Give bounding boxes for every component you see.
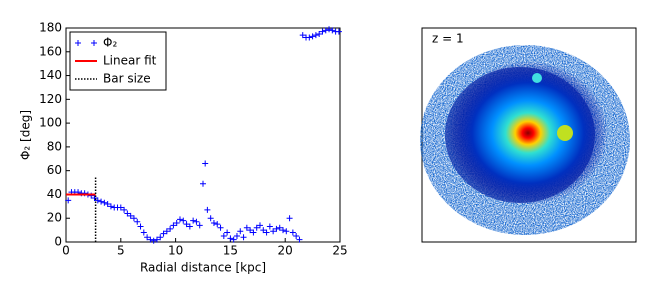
point — [273, 225, 280, 232]
point — [227, 235, 234, 242]
point — [319, 28, 326, 35]
point — [306, 34, 313, 41]
point — [299, 32, 306, 39]
point — [280, 227, 287, 234]
point — [157, 234, 164, 241]
point — [121, 206, 128, 213]
point — [309, 33, 316, 40]
point — [200, 180, 206, 187]
y-tick-label: 20 — [47, 211, 62, 225]
point — [243, 224, 250, 231]
point — [190, 217, 197, 224]
point — [134, 218, 141, 225]
y-tick-label: 120 — [39, 92, 62, 106]
point — [289, 229, 296, 236]
legend-label: Linear fit — [103, 54, 157, 68]
point — [65, 197, 72, 204]
legend-marker — [75, 40, 97, 46]
point — [94, 197, 101, 204]
point — [286, 215, 293, 222]
point — [329, 27, 336, 34]
point — [207, 215, 214, 222]
point — [98, 198, 105, 205]
point — [104, 200, 111, 207]
point — [167, 225, 174, 232]
point — [183, 221, 190, 228]
point — [137, 223, 144, 230]
point — [256, 222, 263, 229]
point — [101, 199, 108, 206]
point — [147, 236, 154, 243]
point — [263, 229, 270, 236]
point — [224, 229, 231, 236]
y-tick-label: 160 — [39, 44, 62, 58]
point — [270, 228, 277, 235]
legend-label: Bar size — [103, 72, 151, 86]
point — [180, 217, 187, 224]
point — [283, 228, 290, 235]
point — [233, 233, 240, 240]
point — [316, 30, 323, 37]
y-tick-label: 40 — [47, 187, 62, 201]
point — [217, 224, 224, 231]
density-image: z = 1 — [420, 27, 637, 243]
point — [173, 219, 180, 226]
point — [296, 236, 303, 243]
y-tick-label: 180 — [39, 21, 62, 35]
point — [160, 230, 167, 237]
point — [293, 233, 300, 240]
point — [210, 219, 217, 226]
point — [247, 227, 254, 234]
point — [193, 218, 200, 225]
point — [322, 27, 329, 34]
point — [276, 224, 283, 231]
point — [312, 32, 319, 39]
point — [253, 224, 260, 231]
point — [140, 229, 147, 236]
point — [117, 204, 124, 211]
point — [250, 229, 257, 236]
point — [196, 222, 203, 229]
point — [220, 233, 227, 240]
point — [150, 237, 157, 244]
y-tick-label: 60 — [47, 163, 62, 177]
y-tick-label: 0 — [54, 235, 62, 249]
x-tick-label: 25 — [332, 244, 347, 258]
x-tick-label: 5 — [117, 244, 125, 258]
point — [170, 222, 177, 229]
point — [260, 227, 267, 234]
point — [91, 195, 98, 202]
x-tick-label: 15 — [223, 244, 238, 258]
legend-label: Φ₂ — [103, 36, 117, 50]
image-label: z = 1 — [432, 32, 464, 46]
point — [214, 221, 221, 228]
y-axis-label: Φ₂ [deg] — [19, 110, 33, 160]
point — [240, 234, 247, 241]
x-tick-label: 0 — [62, 244, 70, 258]
point — [127, 212, 134, 219]
axes-frame — [65, 27, 341, 243]
point — [266, 223, 273, 230]
x-axis-label: Radial distance [kpc] — [140, 261, 266, 275]
point — [130, 215, 137, 222]
point — [153, 236, 160, 243]
point — [335, 28, 342, 35]
point — [144, 234, 151, 241]
point — [230, 236, 237, 243]
y-tick-label: 100 — [39, 116, 62, 130]
x-tick-label: 10 — [168, 244, 183, 258]
y-tick-label: 80 — [47, 139, 62, 153]
point — [186, 223, 193, 230]
point — [107, 203, 114, 210]
point — [237, 228, 244, 235]
point — [124, 210, 131, 217]
point — [176, 216, 183, 223]
point — [204, 206, 211, 213]
y-tick-label: 140 — [39, 68, 62, 82]
point — [202, 160, 209, 167]
point — [163, 228, 170, 235]
point — [326, 26, 333, 33]
x-tick-label: 20 — [278, 244, 293, 258]
